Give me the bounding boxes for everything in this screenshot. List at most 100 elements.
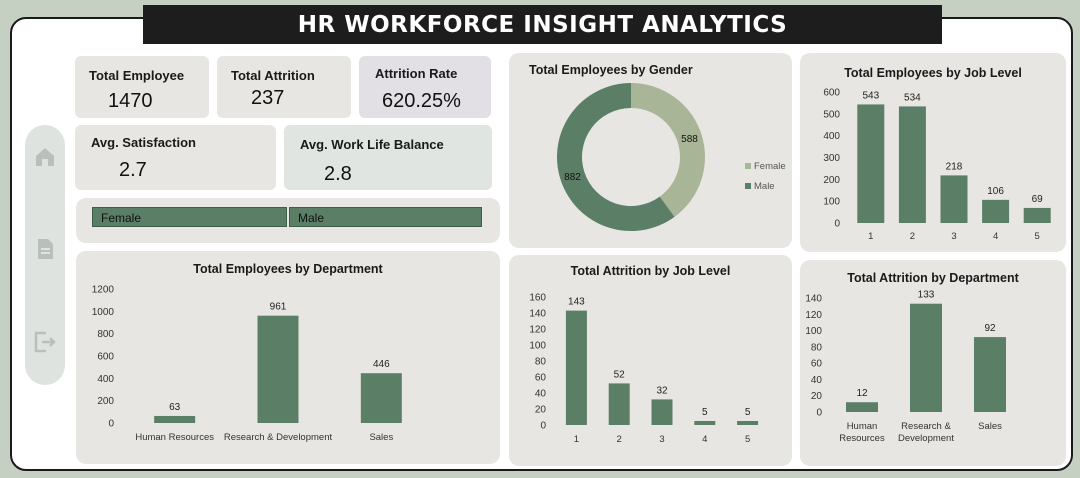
- y-tick-label: 100: [823, 197, 840, 208]
- data-label: 882: [564, 172, 581, 183]
- attrition-job-level-bar-chart: 0 20 40 60 80 100 120 140 160 143 1 52 2 32 3 5 4 5 5: [529, 293, 759, 445]
- data-label: 106: [987, 186, 1004, 197]
- data-label: 69: [1032, 194, 1044, 205]
- data-label: 446: [373, 359, 390, 370]
- bar[interactable]: [737, 421, 759, 425]
- bar[interactable]: [857, 104, 885, 223]
- y-tick-label: 200: [823, 175, 840, 186]
- chart-title: Total Employees by Job Level: [844, 66, 1022, 80]
- kpi-label: Avg. Satisfaction: [91, 135, 196, 150]
- x-tick-label: Research &: [901, 421, 951, 432]
- y-tick-label: 140: [529, 309, 546, 320]
- y-tick-label: 600: [97, 352, 114, 363]
- y-tick-label: 120: [529, 325, 546, 336]
- y-tick-label: 100: [805, 326, 822, 337]
- x-tick-label: 1: [868, 231, 873, 242]
- x-tick-label: Sales: [369, 432, 393, 443]
- y-tick-label: 40: [535, 389, 547, 400]
- chart-gender-panel: Total Employees by Gender 588 882 Female Ma…: [509, 53, 792, 248]
- bar[interactable]: [982, 199, 1010, 223]
- sidebar-nav: [25, 125, 65, 385]
- kpi-attrition-rate: Attrition Rate 620.25%: [359, 56, 491, 118]
- chart-job-level-panel: Total Employees by Job Level 0 100 200 300 4…: [800, 53, 1066, 252]
- data-label: 5: [702, 407, 708, 418]
- donut-slice[interactable]: [631, 83, 705, 217]
- y-tick-label: 100: [529, 341, 546, 352]
- kpi-label: Total Employee: [89, 68, 185, 83]
- bar[interactable]: [257, 315, 299, 423]
- bar[interactable]: [910, 303, 942, 412]
- x-tick-label: 5: [745, 434, 750, 445]
- home-icon[interactable]: [33, 145, 57, 169]
- x-tick-label: 3: [951, 231, 956, 242]
- y-tick-label: 300: [823, 153, 840, 164]
- y-tick-label: 0: [540, 421, 546, 432]
- slicer-female-button[interactable]: Female: [92, 207, 287, 227]
- y-tick-label: 400: [823, 131, 840, 142]
- x-tick-label: Sales: [978, 421, 1002, 432]
- bar[interactable]: [651, 399, 673, 425]
- logout-icon[interactable]: [33, 330, 57, 354]
- chart-title: Total Employees by Department: [193, 262, 383, 276]
- bar[interactable]: [608, 383, 630, 425]
- bar[interactable]: [154, 415, 196, 423]
- legend-label: Female: [754, 161, 786, 172]
- data-label: 12: [856, 388, 868, 399]
- x-tick-label: 3: [659, 434, 664, 445]
- chart-title: Total Attrition by Department: [847, 271, 1019, 285]
- y-tick-label: 400: [97, 374, 114, 385]
- y-tick-label: 0: [108, 419, 114, 430]
- department-bar-chart: 0 200 400 600 800 1000 1200 63 Human Resources 96…: [92, 285, 402, 443]
- y-tick-label: 0: [834, 219, 840, 230]
- y-tick-label: 1000: [92, 307, 115, 318]
- data-label: 543: [862, 90, 879, 101]
- x-tick-label: 1: [574, 434, 579, 445]
- chart-title: Total Attrition by Job Level: [570, 264, 731, 278]
- kpi-total-attrition: Total Attrition 237: [217, 56, 351, 118]
- donut-slice[interactable]: [557, 83, 675, 232]
- data-label: 92: [984, 323, 996, 334]
- y-tick-label: 120: [805, 310, 822, 321]
- kpi-avg-satisfaction: Avg. Satisfaction 2.7: [75, 125, 276, 190]
- bar[interactable]: [846, 402, 878, 412]
- data-label: 63: [169, 402, 181, 413]
- kpi-avg-work-life-balance: Avg. Work Life Balance 2.8: [284, 125, 492, 190]
- dashboard-title: HR WORKFORCE INSIGHT ANALYTICS: [143, 5, 942, 44]
- data-label: 534: [904, 92, 921, 103]
- bar[interactable]: [1023, 207, 1051, 223]
- bar[interactable]: [565, 310, 587, 425]
- kpi-value: 237: [251, 87, 285, 109]
- document-icon[interactable]: [33, 237, 57, 261]
- kpi-label: Attrition Rate: [375, 66, 458, 81]
- slicer-male-button[interactable]: Male: [289, 207, 482, 227]
- bar[interactable]: [898, 106, 926, 223]
- bar[interactable]: [974, 337, 1006, 412]
- bar[interactable]: [360, 373, 402, 423]
- chart-title: Total Employees by Gender: [529, 63, 693, 77]
- data-label: 588: [681, 134, 698, 145]
- x-tick-label: 2: [617, 434, 622, 445]
- kpi-total-employee: Total Employee 1470: [75, 56, 209, 118]
- x-tick-label: 4: [993, 231, 998, 242]
- y-tick-label: 40: [811, 375, 823, 386]
- y-tick-label: 20: [535, 405, 547, 416]
- y-tick-label: 200: [97, 396, 114, 407]
- chart-attr-level-panel: Total Attrition by Job Level 0 20 40 60 80 10…: [509, 255, 792, 466]
- data-label: 52: [614, 369, 626, 380]
- bar[interactable]: [694, 421, 716, 425]
- bar[interactable]: [940, 175, 968, 223]
- kpi-label: Total Attrition: [231, 68, 315, 83]
- data-label: 218: [946, 161, 963, 172]
- job-level-bar-chart: 0 100 200 300 400 500 600 543 1 534 2 218 3 106 4 69 5: [823, 88, 1051, 242]
- data-label: 133: [918, 290, 935, 301]
- y-tick-label: 160: [529, 293, 546, 304]
- kpi-label: Avg. Work Life Balance: [300, 137, 444, 152]
- y-tick-label: 60: [811, 359, 823, 370]
- x-tick-label: Human: [847, 421, 878, 432]
- x-tick-label: Research & Development: [224, 432, 333, 443]
- chart-dept-panel: Total Employees by Department 0 200 400 600…: [76, 251, 500, 464]
- data-label: 143: [568, 297, 585, 308]
- y-tick-label: 0: [816, 408, 822, 419]
- x-tick-label: 5: [1035, 231, 1040, 242]
